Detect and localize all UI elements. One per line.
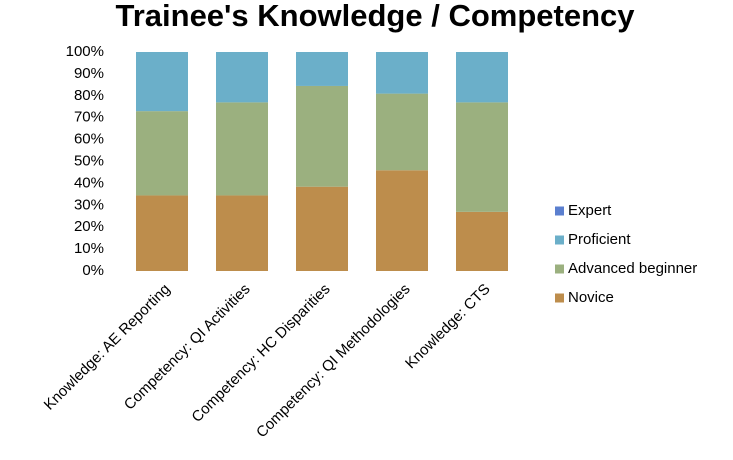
y-tick-label: 0% <box>82 262 104 279</box>
y-tick-label: 80% <box>74 87 104 104</box>
legend-swatch <box>555 206 564 216</box>
y-tick-label: 60% <box>74 131 104 148</box>
y-tick-label: 100% <box>66 43 104 60</box>
bar-segment <box>216 195 268 271</box>
bar-segment <box>376 170 428 271</box>
legend-swatch <box>555 293 564 303</box>
x-tick-label: Competency: QI Methodologies <box>253 281 414 442</box>
legend-label: Expert <box>568 202 612 219</box>
legend-label: Advanced beginner <box>568 260 697 277</box>
y-tick-label: 20% <box>74 218 104 235</box>
bar-segment <box>136 52 188 112</box>
y-tick-label: 50% <box>74 152 104 169</box>
y-tick-label: 40% <box>74 174 104 191</box>
legend-swatch <box>555 264 564 274</box>
x-tick-label: Competency: HC Disparities <box>188 281 333 426</box>
legend-swatch <box>555 235 564 245</box>
y-tick-label: 90% <box>74 65 104 82</box>
bar-segment <box>376 93 428 171</box>
bar-segment <box>296 186 348 271</box>
y-tick-label: 70% <box>74 109 104 126</box>
chart-title: Trainee's Knowledge / Competency <box>115 0 635 33</box>
bar-segment <box>296 52 348 86</box>
y-tick-label: 30% <box>74 196 104 213</box>
bar-segment <box>296 85 348 187</box>
bar-segment <box>136 195 188 271</box>
legend-label: Novice <box>568 289 614 306</box>
x-tick-label: Knowledge: CTS <box>402 281 494 373</box>
bar-segment <box>456 102 508 212</box>
bar-segment <box>456 211 508 271</box>
bar-segment <box>136 111 188 196</box>
legend-label: Proficient <box>568 231 631 248</box>
bar-segment <box>456 52 508 103</box>
bar-segment <box>216 52 268 103</box>
bar-segment <box>376 52 428 94</box>
y-tick-label: 10% <box>74 240 104 257</box>
x-tick-label: Knowledge: AE Reporting <box>41 281 174 414</box>
bar-segment <box>216 102 268 196</box>
